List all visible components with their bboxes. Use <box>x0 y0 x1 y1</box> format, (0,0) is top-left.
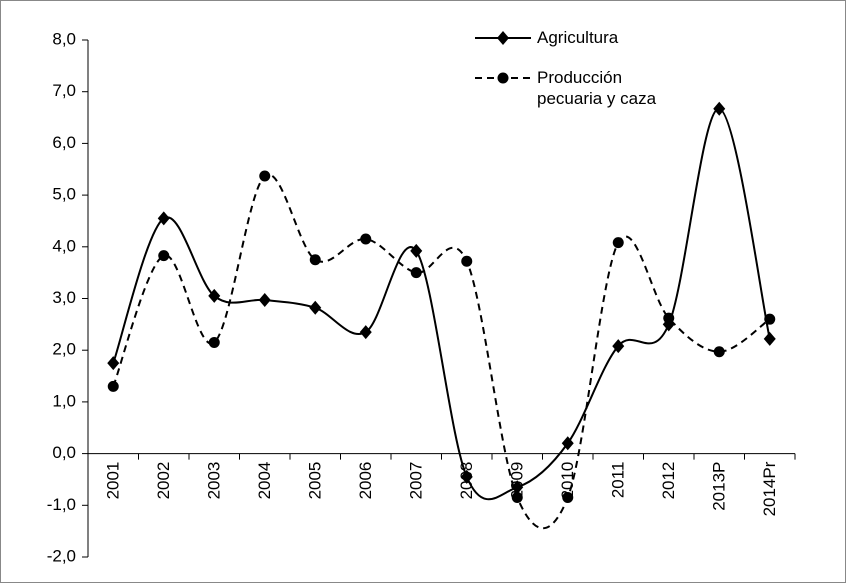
legend-label: Agricultura <box>537 28 619 47</box>
marker <box>208 288 221 303</box>
marker <box>612 237 624 249</box>
x-tick-label: 2003 <box>205 462 224 500</box>
marker <box>258 293 271 308</box>
marker <box>107 356 120 371</box>
x-tick-label: 2014Pr <box>760 461 779 516</box>
marker <box>309 300 322 315</box>
y-tick-label: 5,0 <box>52 185 76 204</box>
marker <box>763 331 776 346</box>
x-tick-label: 2004 <box>255 462 274 500</box>
marker <box>663 312 675 324</box>
y-tick-label: -1,0 <box>47 495 76 514</box>
y-tick-label: 7,0 <box>52 81 76 100</box>
marker <box>713 346 725 358</box>
x-tick-label: 2001 <box>104 462 123 500</box>
y-tick-label: 4,0 <box>52 236 76 255</box>
marker <box>497 72 509 84</box>
marker <box>713 101 726 116</box>
marker <box>511 480 524 495</box>
marker <box>360 233 372 245</box>
y-tick-label: 6,0 <box>52 133 76 152</box>
x-tick-label: 2006 <box>356 462 375 500</box>
y-tick-label: -2,0 <box>47 546 76 565</box>
x-tick-label: 2002 <box>154 462 173 500</box>
marker <box>511 492 523 504</box>
x-tick-label: 2010 <box>558 462 577 500</box>
marker <box>561 436 574 451</box>
y-tick-label: 2,0 <box>52 340 76 359</box>
marker <box>461 255 473 267</box>
marker <box>259 170 271 182</box>
y-tick-label: 0,0 <box>52 443 76 462</box>
marker <box>410 243 423 258</box>
marker <box>410 267 422 279</box>
marker <box>107 380 119 392</box>
marker <box>562 492 574 504</box>
marker <box>309 254 321 266</box>
marker <box>497 31 509 45</box>
legend-label: Producción pecuaria y caza <box>537 68 657 108</box>
y-tick-label: 8,0 <box>52 29 76 48</box>
x-tick-label: 2007 <box>407 462 426 500</box>
marker <box>359 325 372 340</box>
x-tick-label: 2005 <box>306 462 325 500</box>
series-line <box>112 107 771 501</box>
marker <box>612 339 625 354</box>
marker <box>764 313 776 325</box>
y-tick-label: 3,0 <box>52 288 76 307</box>
x-tick-label: 2012 <box>659 462 678 500</box>
marker <box>460 469 473 484</box>
x-tick-label: 2013P <box>710 462 729 511</box>
marker <box>157 211 170 226</box>
marker <box>158 250 170 262</box>
y-tick-label: 1,0 <box>52 391 76 410</box>
marker <box>208 336 220 348</box>
x-tick-label: 2011 <box>609 462 628 499</box>
